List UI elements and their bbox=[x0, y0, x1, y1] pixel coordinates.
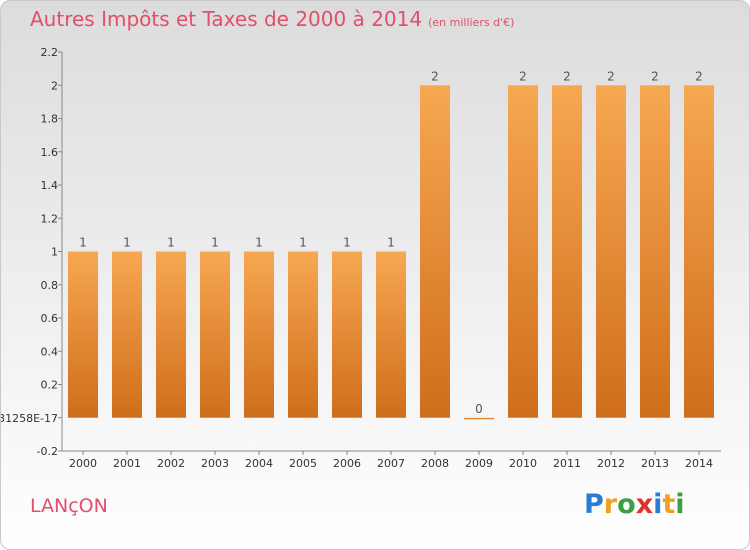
title-text: Autres Impôts et Taxes de 2000 à 2014 bbox=[30, 7, 423, 31]
data-label: 2 bbox=[519, 69, 527, 83]
logo-letter: t bbox=[662, 489, 676, 520]
x-tick-label: 2012 bbox=[597, 457, 625, 470]
x-tick-label: 2004 bbox=[245, 457, 273, 470]
value-labels: 1 1 1 1 1 1 1 1 2 0 2 2 2 2 2 bbox=[79, 69, 703, 416]
data-label: 2 bbox=[563, 69, 571, 83]
bar bbox=[244, 251, 274, 418]
data-label: 1 bbox=[79, 236, 87, 250]
x-tick-label: 2003 bbox=[201, 457, 229, 470]
bar bbox=[684, 85, 714, 418]
x-tick-label: 2013 bbox=[641, 457, 669, 470]
data-label: 1 bbox=[387, 236, 395, 250]
bar bbox=[640, 85, 670, 418]
data-label: 1 bbox=[123, 236, 131, 250]
logo-letter: i bbox=[675, 489, 685, 520]
y-tick-label: 0.4 bbox=[41, 345, 59, 358]
y-tick-label: 1.2 bbox=[41, 212, 59, 225]
bar bbox=[376, 251, 406, 418]
y-tick-label: -5.5511151231258E-17 bbox=[1, 412, 58, 425]
y-tick-label: 1.4 bbox=[41, 179, 59, 192]
proxiti-logo: Proxiti bbox=[584, 489, 685, 520]
logo-letter: x bbox=[635, 489, 654, 520]
y-tick-label: 1.6 bbox=[41, 146, 59, 159]
y-tick-label: 0.2 bbox=[41, 379, 59, 392]
y-tick-label: -0.2 bbox=[37, 445, 58, 458]
data-label: 1 bbox=[211, 236, 219, 250]
x-tick-label: 2014 bbox=[685, 457, 713, 470]
bar bbox=[156, 251, 186, 418]
bar bbox=[112, 251, 142, 418]
x-tick-label: 2007 bbox=[377, 457, 405, 470]
data-label: 1 bbox=[255, 236, 263, 250]
x-tick-label: 2006 bbox=[333, 457, 361, 470]
bar bbox=[508, 85, 538, 418]
bar bbox=[464, 417, 494, 420]
bar bbox=[332, 251, 362, 418]
logo-letter: r bbox=[603, 489, 618, 520]
y-tick-label: 0.8 bbox=[41, 279, 59, 292]
data-label: 0 bbox=[475, 402, 483, 416]
x-tick-label: 2011 bbox=[553, 457, 581, 470]
y-tick-label: 1 bbox=[51, 246, 58, 259]
bar bbox=[420, 85, 450, 418]
y-tick-label: 2 bbox=[51, 79, 58, 92]
bars bbox=[68, 85, 714, 420]
axes: -0.2 -5.5511151231258E-17 0.2 0.4 0.6 0.8 1 1.2… bbox=[1, 46, 721, 470]
unit-label: (en milliers d'€) bbox=[428, 16, 515, 29]
chart-title: Autres Impôts et Taxes de 2000 à 2014 (en… bbox=[30, 7, 514, 31]
data-label: 1 bbox=[167, 236, 175, 250]
x-tick-label: 2005 bbox=[289, 457, 317, 470]
x-tick-label: 2000 bbox=[69, 457, 97, 470]
logo-letter: i bbox=[653, 489, 663, 520]
y-tick-label: 1.8 bbox=[41, 113, 59, 126]
bar bbox=[552, 85, 582, 418]
logo-letter: P bbox=[584, 489, 604, 520]
data-label: 1 bbox=[343, 236, 351, 250]
data-label: 2 bbox=[695, 69, 703, 83]
data-label: 2 bbox=[607, 69, 615, 83]
bar bbox=[288, 251, 318, 418]
logo-letter: o bbox=[617, 489, 636, 520]
bar bbox=[596, 85, 626, 418]
x-tick-label: 2008 bbox=[421, 457, 449, 470]
x-tick-label: 2009 bbox=[465, 457, 493, 470]
y-tick-label: 0.6 bbox=[41, 312, 59, 325]
x-tick-label: 2002 bbox=[157, 457, 185, 470]
commune-name: LANçON bbox=[30, 495, 108, 517]
x-tick-label: 2010 bbox=[509, 457, 537, 470]
x-tick-label: 2001 bbox=[113, 457, 141, 470]
bar bbox=[200, 251, 230, 418]
data-label: 2 bbox=[431, 69, 439, 83]
bar bbox=[68, 251, 98, 418]
y-tick-label: 2.2 bbox=[41, 46, 59, 59]
data-label: 1 bbox=[299, 236, 307, 250]
data-label: 2 bbox=[651, 69, 659, 83]
